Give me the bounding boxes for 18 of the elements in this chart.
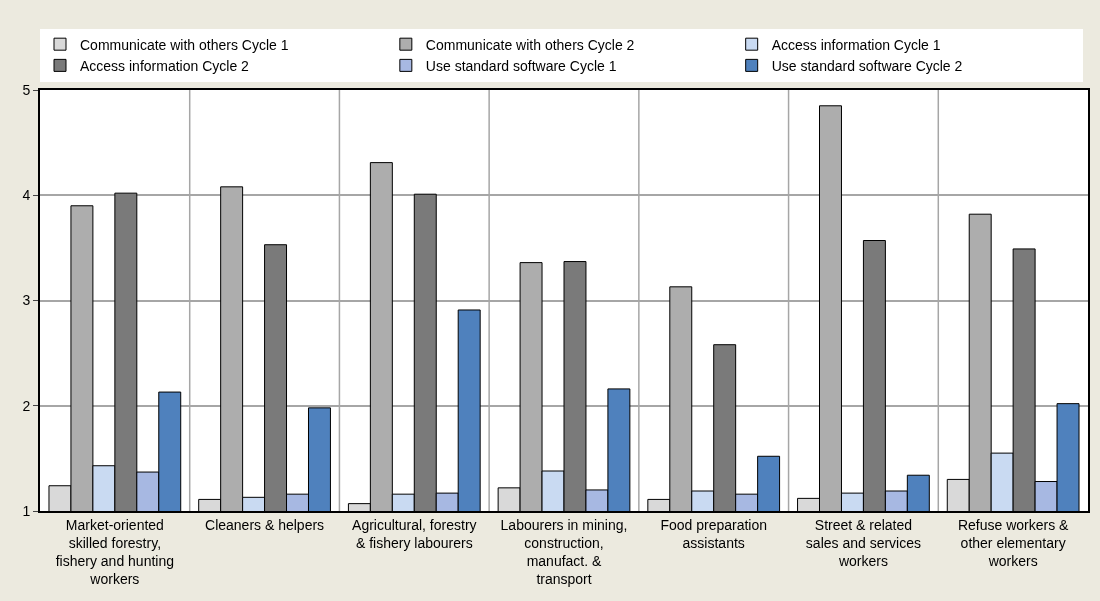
x-tick-label: Food preparation assistants [660,516,768,551]
y-tick-label: 5 [22,81,31,98]
legend-label: Communicate with others Cycle 1 [80,36,289,53]
legend-label: Communicate with others Cycle 2 [425,36,635,53]
x-tick-label: Refuse workers & other elementary workers [957,516,1070,570]
x-tick-label: Street & related sales and services workers [805,516,922,570]
legend-label: Access information Cycle 1 [771,36,941,53]
y-tick-label: 2 [22,397,31,414]
y-tick-label: 4 [22,187,31,204]
x-tick-label: Cleaners & helpers [205,516,325,533]
x-tick-label: Agricultural, forestry & fishery labourers [352,516,477,551]
x-tick-label: Labourers in mining, construction, manufact. & transport [500,516,628,588]
x-tick-label: Market-oriented skilled forestry, fishery and hunting workers [55,516,175,588]
legend-label: Use standard software Cycle 1 [425,57,617,74]
legend-label: Use standard software Cycle 2 [771,57,963,74]
y-tick-label: 3 [22,292,31,309]
y-tick-label: 1 [22,502,31,519]
legend-label: Access information Cycle 2 [80,57,250,74]
